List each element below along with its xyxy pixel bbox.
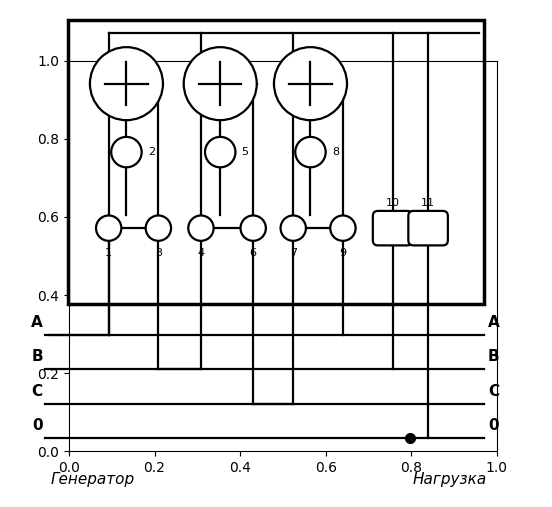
Text: 11: 11 bbox=[421, 198, 435, 208]
Text: 7: 7 bbox=[290, 248, 297, 258]
Circle shape bbox=[330, 215, 355, 241]
Circle shape bbox=[96, 215, 121, 241]
Bar bbox=[68, 20, 484, 304]
Text: 3: 3 bbox=[155, 248, 162, 258]
Circle shape bbox=[274, 47, 347, 120]
Circle shape bbox=[188, 215, 214, 241]
Text: 0: 0 bbox=[32, 418, 43, 433]
Text: 2: 2 bbox=[148, 147, 155, 157]
Text: 9: 9 bbox=[339, 248, 347, 258]
FancyBboxPatch shape bbox=[408, 211, 448, 245]
Text: 4: 4 bbox=[198, 248, 205, 258]
Text: A: A bbox=[488, 314, 500, 330]
Text: Генератор: Генератор bbox=[50, 472, 135, 487]
Circle shape bbox=[295, 137, 326, 167]
Circle shape bbox=[146, 215, 171, 241]
Text: 10: 10 bbox=[386, 198, 400, 208]
Text: B: B bbox=[488, 349, 500, 364]
Text: A: A bbox=[31, 314, 43, 330]
Text: 1: 1 bbox=[105, 248, 112, 258]
Text: C: C bbox=[31, 383, 43, 399]
Circle shape bbox=[111, 137, 142, 167]
FancyBboxPatch shape bbox=[373, 211, 412, 245]
Text: 8: 8 bbox=[332, 147, 339, 157]
Circle shape bbox=[205, 137, 236, 167]
Text: 6: 6 bbox=[250, 248, 257, 258]
Text: B: B bbox=[31, 349, 43, 364]
Circle shape bbox=[280, 215, 306, 241]
Text: 0: 0 bbox=[488, 418, 498, 433]
Circle shape bbox=[90, 47, 163, 120]
Circle shape bbox=[184, 47, 257, 120]
Text: Нагрузка: Нагрузка bbox=[413, 472, 487, 487]
Circle shape bbox=[241, 215, 266, 241]
Text: 5: 5 bbox=[242, 147, 248, 157]
Text: C: C bbox=[488, 383, 499, 399]
